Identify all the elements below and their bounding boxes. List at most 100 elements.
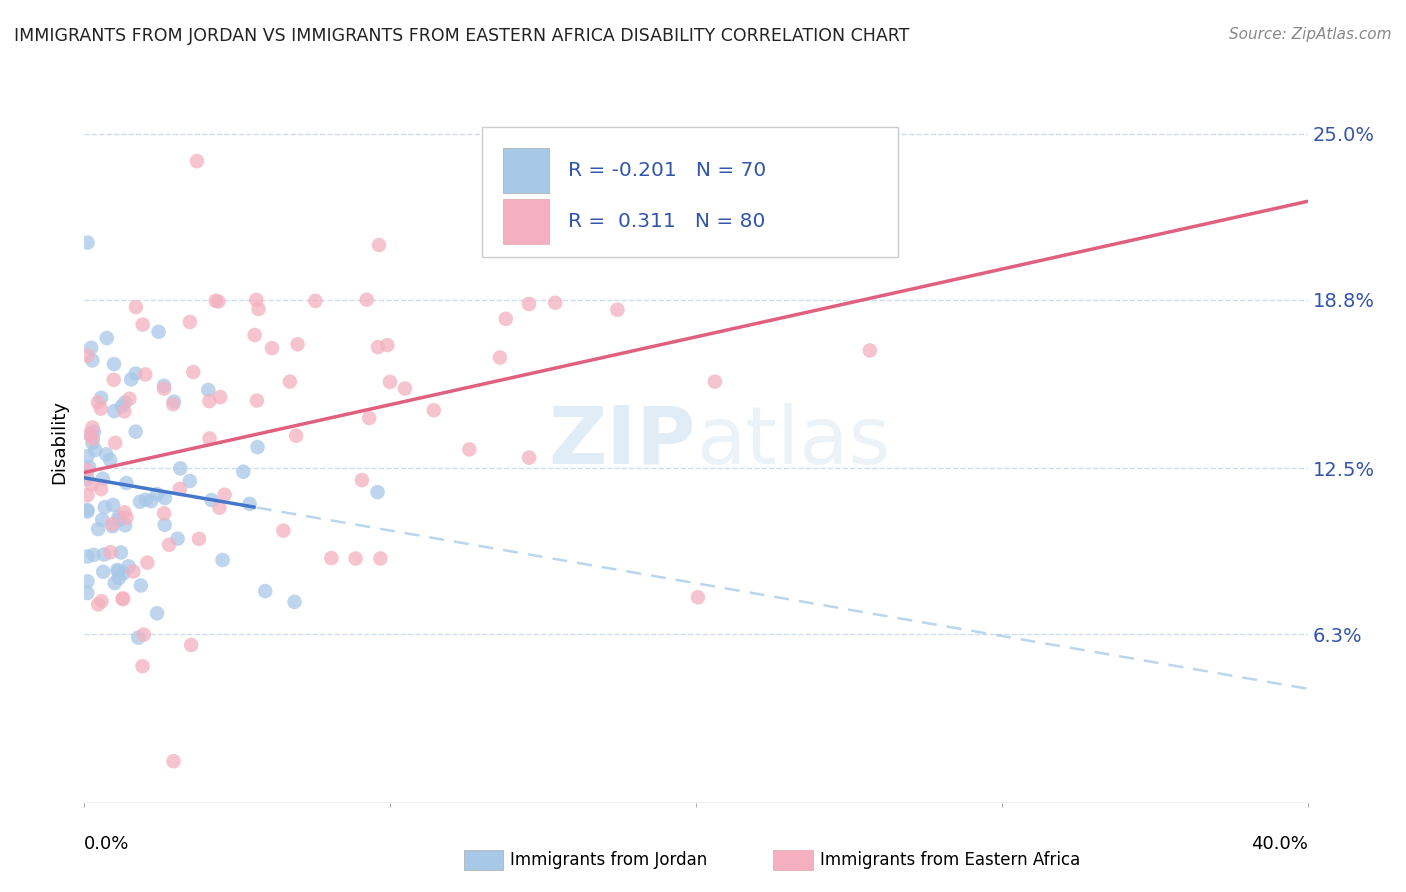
Point	[458, 442, 481, 457]
Point	[239, 497, 262, 511]
Point	[197, 383, 219, 397]
Point	[103, 357, 125, 371]
Point	[246, 440, 269, 454]
Point	[157, 538, 180, 552]
Point	[304, 293, 326, 308]
Point	[114, 518, 136, 533]
Point	[108, 571, 131, 585]
Point	[103, 373, 125, 387]
Point	[198, 394, 221, 409]
Point	[115, 476, 138, 491]
Point	[214, 488, 236, 502]
Point	[87, 598, 110, 612]
Point	[368, 238, 391, 252]
Point	[146, 487, 169, 501]
Text: ZIP: ZIP	[548, 402, 696, 481]
Point	[359, 411, 381, 425]
Point	[91, 472, 114, 486]
Point	[80, 428, 103, 442]
Point	[76, 549, 98, 564]
Point	[82, 436, 104, 450]
Point	[84, 443, 107, 458]
Point	[77, 460, 100, 475]
Point	[112, 566, 135, 581]
Point	[169, 461, 191, 475]
Text: R = -0.201   N = 70: R = -0.201 N = 70	[568, 161, 766, 180]
Point	[115, 510, 138, 524]
Point	[98, 453, 121, 467]
Point	[103, 404, 125, 418]
Point	[87, 522, 110, 536]
Point	[367, 485, 389, 500]
Point	[100, 545, 122, 559]
Point	[94, 500, 117, 515]
Point	[135, 492, 157, 507]
Point	[859, 343, 882, 358]
Point	[703, 375, 725, 389]
Point	[107, 509, 129, 524]
Point	[83, 548, 105, 562]
Point	[394, 382, 416, 396]
Point	[350, 473, 373, 487]
Point	[80, 477, 103, 491]
Point	[544, 295, 567, 310]
Point	[153, 491, 176, 505]
Point	[107, 565, 129, 579]
Point	[517, 450, 540, 465]
Point	[153, 378, 176, 392]
Point	[246, 393, 269, 408]
Point	[83, 425, 105, 439]
Point	[495, 311, 517, 326]
Point	[90, 482, 112, 496]
Point	[124, 367, 146, 381]
Point	[104, 576, 127, 591]
Point	[654, 197, 676, 211]
Point	[207, 294, 229, 309]
Point	[101, 516, 124, 531]
Point	[76, 472, 98, 486]
Text: R =  0.311   N = 80: R = 0.311 N = 80	[568, 211, 765, 231]
Point	[80, 341, 103, 355]
Point	[110, 545, 132, 559]
Text: atlas: atlas	[696, 402, 890, 481]
Point	[114, 395, 136, 409]
Point	[136, 556, 159, 570]
Point	[344, 551, 367, 566]
Point	[247, 301, 270, 316]
Point	[96, 447, 118, 461]
Point	[254, 584, 277, 599]
FancyBboxPatch shape	[503, 199, 550, 244]
Point	[131, 318, 153, 332]
Point	[367, 340, 389, 354]
Point	[87, 395, 110, 409]
Point	[200, 493, 222, 508]
Point	[211, 553, 233, 567]
Point	[153, 517, 176, 532]
Text: 40.0%: 40.0%	[1251, 835, 1308, 854]
Point	[179, 474, 201, 488]
Point	[232, 465, 254, 479]
Point	[273, 524, 295, 538]
Point	[82, 432, 104, 446]
Point	[76, 463, 98, 477]
FancyBboxPatch shape	[482, 128, 898, 257]
Point	[122, 565, 145, 579]
Point	[153, 507, 176, 521]
Point	[163, 394, 186, 409]
Point	[139, 494, 162, 508]
Point	[686, 591, 709, 605]
Point	[101, 519, 124, 533]
Point	[169, 482, 191, 496]
Point	[124, 425, 146, 439]
Point	[125, 300, 148, 314]
Point	[101, 498, 124, 512]
Point	[120, 372, 142, 386]
Point	[186, 154, 208, 169]
Y-axis label: Disability: Disability	[51, 400, 69, 483]
Point	[108, 513, 131, 527]
Point	[118, 392, 141, 406]
Point	[82, 353, 104, 368]
Point	[104, 435, 127, 450]
Point	[517, 297, 540, 311]
Text: Immigrants from Jordan: Immigrants from Jordan	[510, 851, 707, 869]
